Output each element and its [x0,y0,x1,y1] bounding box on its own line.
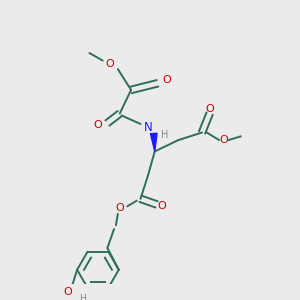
Text: O: O [63,287,72,298]
Text: H: H [80,294,86,300]
Text: N: N [144,121,152,134]
Text: O: O [220,135,228,145]
Text: O: O [94,120,102,130]
Polygon shape [151,133,157,152]
Text: O: O [163,76,171,85]
Text: O: O [115,203,124,213]
Text: O: O [106,59,115,69]
Text: O: O [205,104,214,114]
Text: O: O [157,201,166,211]
Text: H: H [161,130,169,140]
